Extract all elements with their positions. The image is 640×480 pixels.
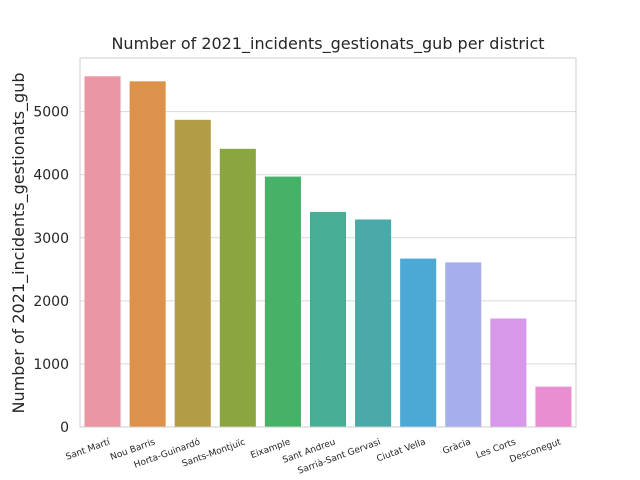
y-tick-label: 0 [60, 420, 69, 436]
y-tick-label: 1000 [33, 357, 69, 373]
bar-8 [445, 262, 482, 427]
x-tick-label: Ciutat Vella [375, 437, 427, 464]
bar-10 [535, 386, 572, 427]
y-tick-layer: 0 1000 2000 3000 4000 5000 [33, 105, 69, 436]
x-tick-label: Gràcia [441, 437, 472, 456]
y-tick-label: 3000 [33, 231, 69, 247]
x-tick-label: Sarrià-Sant Gervasi [297, 437, 382, 476]
bar-5 [309, 211, 347, 427]
bar-2 [174, 119, 211, 428]
bar-1 [129, 81, 166, 427]
y-tick-label: 4000 [33, 168, 69, 184]
bar-4 [264, 176, 301, 427]
x-tick-label: Sant Martí [65, 437, 112, 462]
bar-3 [219, 148, 256, 428]
chart-title: Number of 2021_incidents_gestionats_gub … [111, 34, 544, 54]
bar-0 [84, 76, 121, 428]
bars-layer [84, 76, 572, 428]
bar-9 [490, 318, 527, 427]
y-tick-label: 2000 [33, 294, 69, 310]
bar-7 [400, 258, 437, 427]
plot-frame [79, 57, 577, 428]
bar-6 [355, 219, 392, 427]
y-axis-title: Number of 2021_incidents_gestionats_gub [9, 72, 29, 413]
y-tick-label: 5000 [33, 105, 69, 121]
x-tick-label: Desconegut [508, 437, 562, 465]
